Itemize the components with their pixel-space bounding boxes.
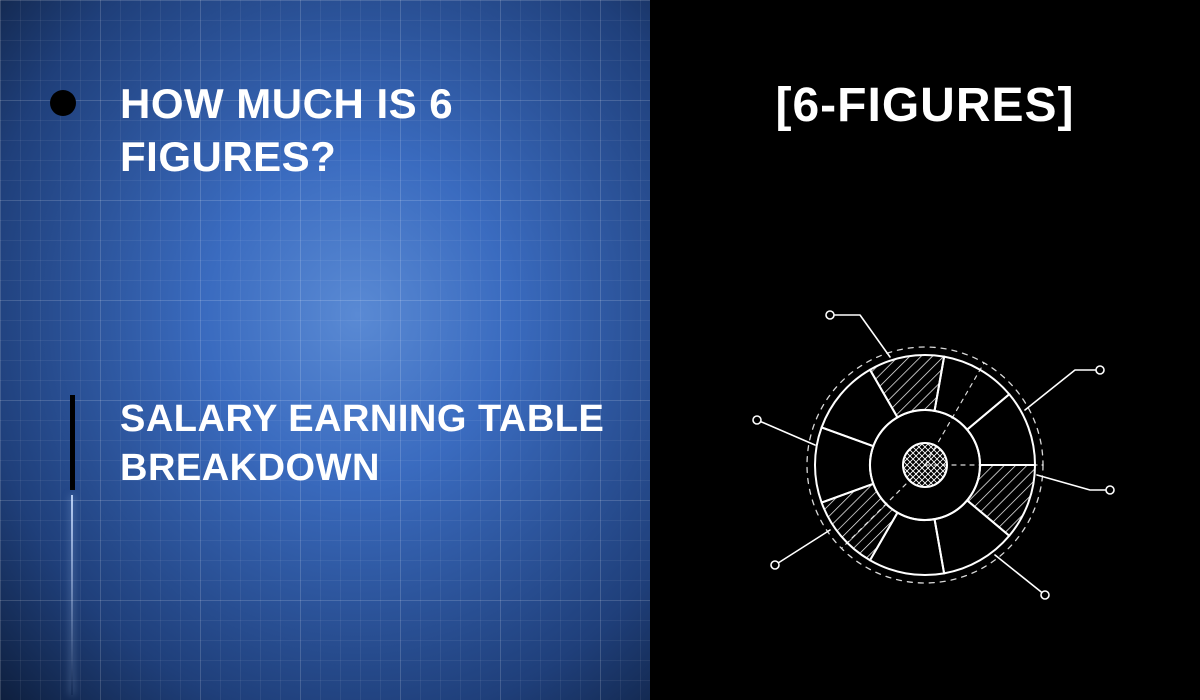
bracket-title: [6-FIGURES]	[650, 78, 1200, 133]
pie-sketch-icon	[735, 300, 1115, 620]
subtitle: SALARY EARNING TABLE BREAKDOWN	[120, 395, 630, 494]
left-blueprint-panel: HOW MUCH IS 6 FIGURES? SALARY EARNING TA…	[0, 0, 650, 700]
subtitle-accent-line	[70, 395, 75, 490]
vertical-glow-line	[71, 495, 73, 695]
right-black-panel: [6-FIGURES]	[650, 0, 1200, 700]
pie-sketch-wrap	[650, 300, 1200, 620]
title-bullet-icon	[50, 90, 76, 116]
main-title: HOW MUCH IS 6 FIGURES?	[120, 78, 630, 183]
